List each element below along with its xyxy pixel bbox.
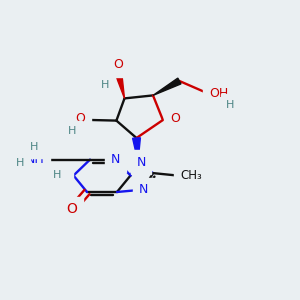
- Text: N: N: [111, 153, 120, 166]
- Text: H: H: [53, 170, 61, 181]
- Text: H: H: [101, 80, 109, 91]
- Text: H: H: [30, 142, 39, 152]
- Text: O: O: [114, 58, 123, 71]
- Text: CH₃: CH₃: [180, 169, 202, 182]
- Text: N: N: [136, 155, 146, 169]
- Text: H: H: [68, 126, 76, 136]
- Text: O: O: [75, 112, 85, 125]
- Polygon shape: [115, 73, 124, 98]
- Polygon shape: [133, 138, 140, 162]
- Text: H: H: [226, 100, 235, 110]
- Polygon shape: [153, 78, 181, 95]
- Text: O: O: [67, 202, 77, 216]
- Text: OH: OH: [209, 86, 228, 100]
- Text: NH: NH: [26, 153, 45, 166]
- Text: N: N: [58, 169, 68, 182]
- Text: H: H: [16, 158, 25, 169]
- Text: O: O: [170, 112, 180, 125]
- Text: N: N: [139, 183, 148, 196]
